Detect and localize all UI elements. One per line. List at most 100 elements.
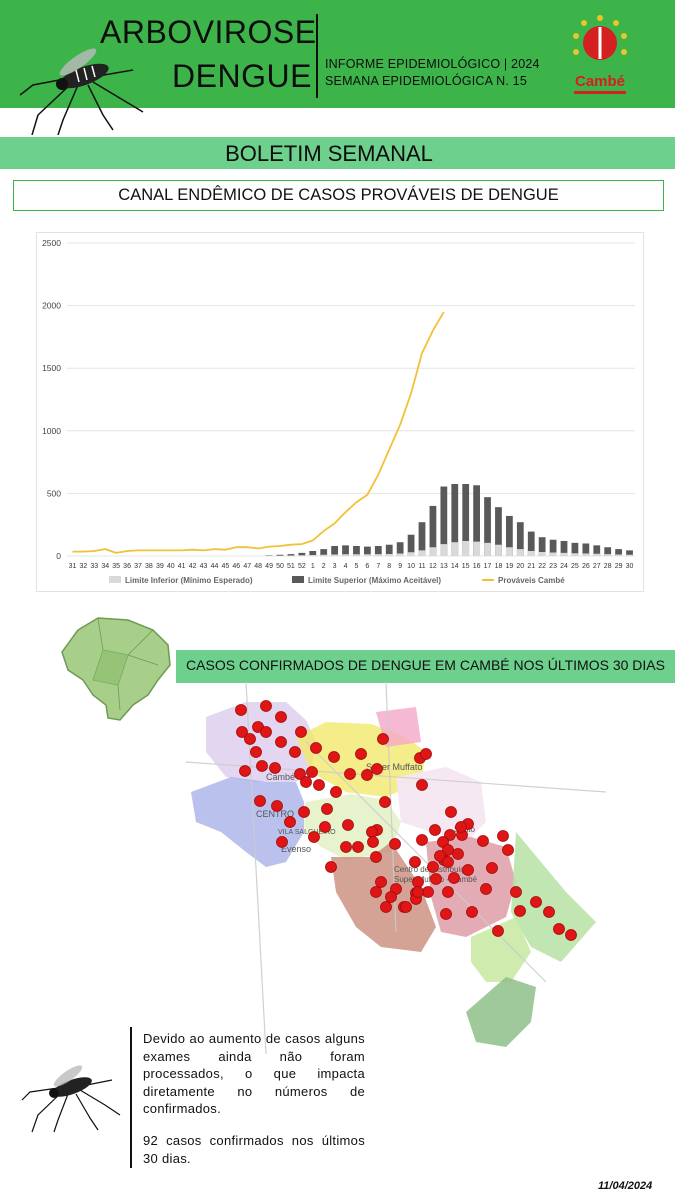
case-marker — [275, 711, 287, 723]
x-tick-label: 3 — [333, 563, 337, 570]
case-marker — [361, 769, 373, 781]
case-marker — [442, 856, 454, 868]
case-marker — [502, 844, 514, 856]
case-marker — [379, 796, 391, 808]
mosquito-icon — [19, 48, 144, 135]
note-paragraph-2: 92 casos confirmados nos últimos 30 dias… — [143, 1133, 365, 1166]
map-label-vila-salgueiro: VILA SALGUEIRO — [278, 829, 336, 836]
map-label-cambe: Cambé — [266, 772, 295, 782]
x-tick-label: 5 — [355, 563, 359, 570]
bar-upper-limit — [462, 484, 470, 556]
bar-upper-limit — [604, 547, 612, 556]
report-title-line1: ARBOVIROSE — [100, 14, 317, 50]
note-divider — [130, 1027, 132, 1168]
header-band — [0, 0, 675, 108]
case-marker — [427, 861, 439, 873]
bar-lower-limit — [505, 547, 513, 556]
x-tick-label: 17 — [484, 563, 492, 570]
case-marker — [492, 925, 504, 937]
x-tick-label: 10 — [407, 563, 415, 570]
case-marker — [330, 786, 342, 798]
case-marker — [452, 848, 464, 860]
x-tick-label: 49 — [265, 563, 273, 570]
x-tick-label: 21 — [527, 563, 535, 570]
x-tick-label: 44 — [211, 563, 219, 570]
case-marker — [442, 844, 454, 856]
x-tick-label: 12 — [429, 563, 437, 570]
case-marker — [371, 763, 383, 775]
y-tick-label: 500 — [47, 488, 61, 498]
bar-upper-limit — [560, 540, 568, 556]
case-marker — [313, 779, 325, 791]
bar-upper-limit — [538, 537, 546, 556]
bar-upper-limit — [396, 542, 404, 556]
bar-lower-limit — [495, 544, 502, 556]
x-tick-label: 46 — [232, 563, 240, 570]
map-label-centro: CENTRO — [256, 809, 294, 819]
section-band — [0, 137, 675, 169]
header-divider — [316, 14, 318, 98]
bar-lower-limit — [309, 554, 317, 556]
case-marker — [466, 906, 478, 918]
case-marker — [370, 851, 382, 863]
bar-lower-limit — [331, 554, 339, 556]
line-provaveis-cambe — [72, 311, 445, 554]
bar-lower-limit — [353, 554, 360, 556]
x-tick-label: 42 — [189, 563, 197, 570]
x-tick-label: 39 — [156, 563, 164, 570]
bar-upper-limit — [331, 545, 339, 556]
x-tick-label: 34 — [101, 563, 109, 570]
legend-swatch — [292, 576, 304, 583]
endemic-channel-chart: 05001000150020002500CASOS PROVÁVEIS31323… — [36, 232, 644, 592]
case-marker — [380, 901, 392, 913]
report-subtitle-line1: INFORME EPIDEMIOLÓGICO | 2024 — [325, 57, 540, 71]
x-tick-label: 32 — [79, 563, 87, 570]
cambe-logo: Cambé — [560, 12, 640, 98]
case-marker — [298, 806, 310, 818]
legend-label: Prováveis Cambé — [498, 576, 565, 585]
bar-lower-limit — [626, 554, 633, 556]
x-tick-label: 25 — [571, 563, 579, 570]
case-marker — [377, 733, 389, 745]
case-marker — [412, 886, 424, 898]
map-label-super-muffato: Super Muffato — [366, 762, 422, 772]
x-tick-label: 29 — [615, 563, 623, 570]
bar-upper-limit — [571, 542, 579, 556]
bar-upper-limit — [298, 552, 306, 556]
x-tick-label: 11 — [418, 563, 425, 570]
case-marker — [289, 746, 301, 758]
case-marker — [409, 856, 421, 868]
bar-lower-limit — [484, 542, 491, 556]
y-tick-label: 1500 — [42, 363, 61, 373]
case-marker — [389, 838, 401, 850]
case-marker — [271, 800, 283, 812]
bar-lower-limit — [320, 554, 328, 556]
x-tick-label: 16 — [473, 563, 481, 570]
case-marker — [319, 821, 331, 833]
case-marker — [445, 806, 457, 818]
case-marker — [366, 826, 378, 838]
x-tick-label: 48 — [254, 563, 262, 570]
x-tick-label: 38 — [145, 563, 153, 570]
x-tick-label: 50 — [276, 563, 284, 570]
x-tick-label: 51 — [287, 563, 295, 570]
bar-upper-limit — [440, 486, 448, 556]
case-marker — [239, 765, 251, 777]
case-marker — [543, 906, 555, 918]
chart-title-box — [13, 180, 664, 211]
legend-swatch — [109, 576, 121, 583]
case-marker — [553, 923, 565, 935]
case-marker — [385, 891, 397, 903]
map-label-evenso: Evenso — [281, 844, 311, 854]
case-marker — [497, 830, 509, 842]
bar-upper-limit — [527, 531, 535, 556]
case-marker — [514, 905, 526, 917]
chart-svg: 05001000150020002500CASOS PROVÁVEIS31323… — [42, 238, 635, 585]
x-tick-label: 41 — [178, 563, 186, 570]
bar-lower-limit — [418, 550, 426, 556]
case-marker — [300, 776, 312, 788]
x-tick-label: 19 — [505, 563, 513, 570]
x-tick-label: 4 — [344, 563, 348, 570]
bar-upper-limit — [473, 485, 481, 556]
x-tick-label: 15 — [462, 563, 470, 570]
